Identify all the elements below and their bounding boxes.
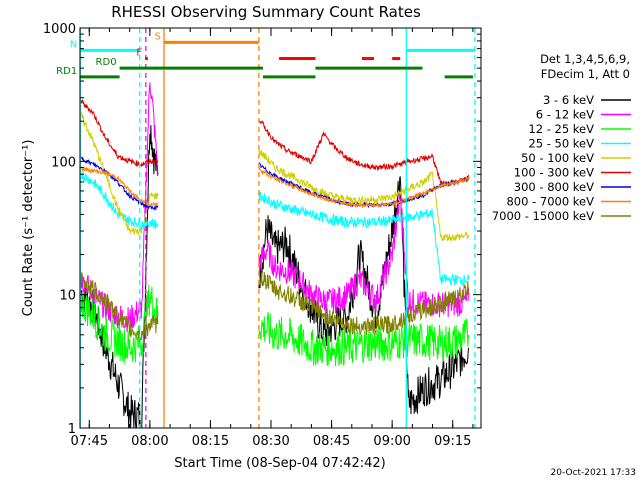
series-line-100-300-kev <box>80 98 159 168</box>
flag-bars: N S F RD0 RD1 <box>56 31 475 79</box>
series-line-50-100-kev <box>80 112 159 236</box>
legend-label-3-6-kev: 3 - 6 keV <box>543 93 594 107</box>
legend-label-800-7000-kev: 800 - 7000 keV <box>506 195 594 209</box>
legend-label-12-25-kev: 12 - 25 keV <box>528 122 594 136</box>
legend-label-6-12-kev: 6 - 12 keV <box>536 108 594 122</box>
x-tick-label: 08:45 <box>313 434 350 449</box>
y-axis-label: Count Rate (s⁻¹ detector⁻¹) <box>21 140 36 317</box>
series-line-300-800-kev <box>80 156 159 211</box>
series-line-3-6-kev <box>258 176 470 415</box>
x-axis-label: Start Time (08-Sep-04 07:42:42) <box>174 456 385 471</box>
legend-header-line-1: Det 1,3,4,5,6,9, <box>540 52 630 66</box>
legend: Det 1,3,4,5,6,9, FDecim 1, Att 0 3 - 6 k… <box>492 52 631 223</box>
series-line-100-300-kev <box>258 120 470 188</box>
legend-label-25-50-kev: 25 - 50 keV <box>528 137 594 151</box>
x-tick-label: 07:45 <box>71 434 108 449</box>
legend-header-line-2: FDecim 1, Att 0 <box>541 67 630 81</box>
series-line-25-50-kev <box>258 190 470 286</box>
series-line-6-12-kev <box>258 190 470 318</box>
plot-frame <box>79 27 482 429</box>
y-tick-label: 10 <box>59 289 76 304</box>
legend-label-300-800-kev: 300 - 800 keV <box>514 180 594 194</box>
x-tick-label: 09:15 <box>434 434 471 449</box>
series-line-7000-15000-kev <box>258 268 470 336</box>
flag-label-rd0: RD0 <box>96 57 117 68</box>
y-tick-label: 1000 <box>43 22 76 37</box>
y-tick-label: 100 <box>51 155 76 170</box>
x-tick-label: 08:00 <box>131 434 168 449</box>
chart-title: RHESSI Observing Summary Count Rates <box>111 3 421 21</box>
generation-timestamp: 20-Oct-2021 17:33 <box>551 468 636 478</box>
series-line-7000-15000-kev <box>80 272 159 342</box>
legend-label-7000-15000-kev: 7000 - 15000 keV <box>492 209 594 223</box>
y-axis: 1 10 100 1000 <box>43 22 481 437</box>
series-lines <box>80 82 470 429</box>
y-tick-label: 1 <box>68 422 76 437</box>
flag-label-s: S <box>155 31 161 42</box>
series-line-50-100-kev <box>258 149 470 242</box>
flag-label-n: N <box>70 39 77 50</box>
x-axis: 07:45 08:00 08:15 08:30 08:45 09:00 09:15 <box>71 28 474 449</box>
event-markers <box>79 28 476 428</box>
legend-label-50-100-kev: 50 - 100 keV <box>521 151 594 165</box>
series-line-12-25-kev <box>258 311 470 367</box>
x-tick-label: 09:00 <box>373 434 410 449</box>
flag-label-rd1: RD1 <box>56 66 77 77</box>
x-tick-label: 08:30 <box>252 434 289 449</box>
flag-label-f: F <box>136 48 142 59</box>
series-line-800-7000-kev <box>258 167 470 209</box>
x-tick-label: 08:15 <box>192 434 229 449</box>
legend-label-100-300-kev: 100 - 300 keV <box>514 166 594 180</box>
